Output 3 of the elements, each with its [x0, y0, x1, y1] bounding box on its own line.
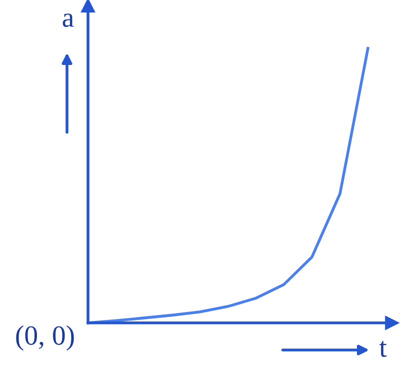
y-axis-title: a	[62, 14, 74, 27]
x-axis-title: t	[379, 341, 387, 357]
text: (0, 0)	[16, 325, 74, 351]
